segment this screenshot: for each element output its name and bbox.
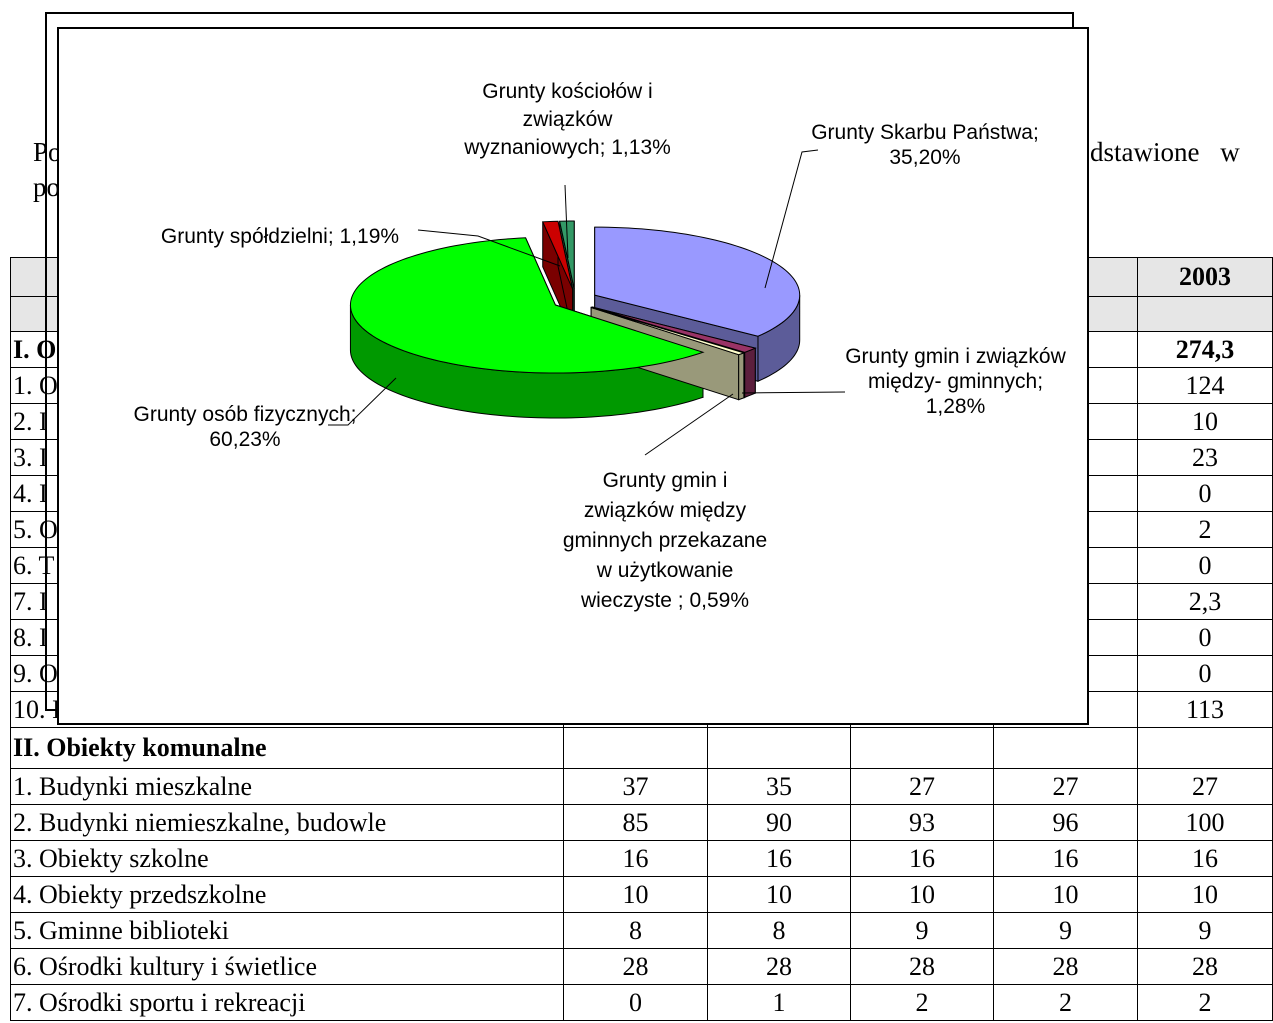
- table-row: 2. Budynki niemieszkalne, budowle 85 90 93 9…: [10, 804, 1273, 841]
- leader-line: [564, 184, 569, 259]
- pie: [349, 220, 801, 419]
- table-cell: 27: [850, 768, 994, 805]
- table-cell: 0: [1137, 475, 1273, 512]
- table-cell: 37: [563, 768, 708, 805]
- table-cell: 27: [1137, 768, 1273, 805]
- pie-slice: [349, 237, 705, 374]
- table-cell: 9: [993, 912, 1138, 949]
- table-cell: 10: [1137, 876, 1273, 913]
- slice-label: Grunty spółdzielni; 1,19%: [160, 225, 400, 248]
- table-cell: 1. Budynki mieszkalne: [10, 768, 564, 805]
- table-cell: [850, 727, 994, 769]
- table-cell: 4. Obiekty przedszkolne: [10, 876, 564, 913]
- leader-line: [644, 393, 734, 456]
- slice-label: Grunty gmin i związków między gminnych p…: [562, 469, 768, 612]
- table-cell: II. Obiekty komunalne: [10, 727, 564, 769]
- table-cell: 16: [707, 840, 851, 877]
- table-cell: 2: [850, 984, 994, 1021]
- table-cell: 10: [1137, 403, 1273, 440]
- table-cell: 2: [1137, 984, 1273, 1021]
- leader-line: [417, 229, 561, 267]
- table-cell: 2,3: [1137, 583, 1273, 620]
- table-cell: 16: [850, 840, 994, 877]
- paragraph-fragment: dstawione w: [1090, 137, 1240, 167]
- table-cell: 28: [563, 948, 708, 985]
- table-cell: 0: [563, 984, 708, 1021]
- slice-label: Grunty gmin i związków między- gminnych;…: [845, 345, 1066, 418]
- table-row: 4. Obiekty przedszkolne 10 10 10 10 10: [10, 876, 1273, 913]
- pie-slice: [591, 306, 757, 353]
- slice-label: Grunty Skarbu Państwa; 35,20%: [811, 121, 1039, 169]
- table-row: 1. Budynki mieszkalne 37 35 27 27 27: [10, 768, 1273, 805]
- table-cell: 0: [1137, 655, 1273, 692]
- table-cell: 10: [850, 876, 994, 913]
- leader-line: [741, 391, 846, 394]
- table-cell: 7. Ośrodki sportu i rekreacji: [10, 984, 564, 1021]
- slice-rim: [744, 347, 756, 399]
- table-row: 3. Obiekty szkolne 16 16 16 16 16: [10, 840, 1273, 877]
- table-row: II. Obiekty komunalne: [10, 727, 1273, 769]
- table-cell: 5. Gminne biblioteki: [10, 912, 564, 949]
- table-cell: 124: [1137, 367, 1273, 404]
- table-cell: 93: [850, 804, 994, 841]
- table-cell: 6. Ośrodki kultury i świetlice: [10, 948, 564, 985]
- table-cell: 0: [1137, 619, 1273, 656]
- table-cell: 9: [850, 912, 994, 949]
- slice-label: Grunty osób fizycznych; 60,23%: [133, 403, 357, 451]
- table-row: 5. Gminne biblioteki 8 8 9 9 9: [10, 912, 1273, 949]
- pie-slice: [541, 220, 574, 290]
- slice-label: Grunty kościołów i związków wyznaniowych…: [464, 80, 671, 159]
- table-cell: 0: [1137, 547, 1273, 584]
- table-cell: 8: [707, 912, 851, 949]
- table-cell: 2. Budynki niemieszkalne, budowle: [10, 804, 564, 841]
- leader-lines: [328, 149, 846, 456]
- table-cell: 85: [563, 804, 708, 841]
- table-cell: 28: [993, 948, 1138, 985]
- table-cell: 274,3: [1137, 331, 1273, 368]
- table-row: 7. Ośrodki sportu i rekreacji 0 1 2 2 2: [10, 984, 1273, 1021]
- table-cell: 10: [707, 876, 851, 913]
- table-cell: 2: [993, 984, 1138, 1021]
- paragraph-fragment: Po: [33, 137, 62, 167]
- table-cell: 23: [1137, 439, 1273, 476]
- table-cell: 27: [993, 768, 1138, 805]
- pie-slice: [594, 226, 801, 337]
- leader-line: [764, 149, 819, 289]
- table-cell: [707, 727, 851, 769]
- leader-line: [328, 377, 397, 426]
- pie-slice: [590, 307, 746, 356]
- table-cell: 1: [707, 984, 851, 1021]
- table-cell: [1137, 296, 1273, 332]
- table-cell: 10: [993, 876, 1138, 913]
